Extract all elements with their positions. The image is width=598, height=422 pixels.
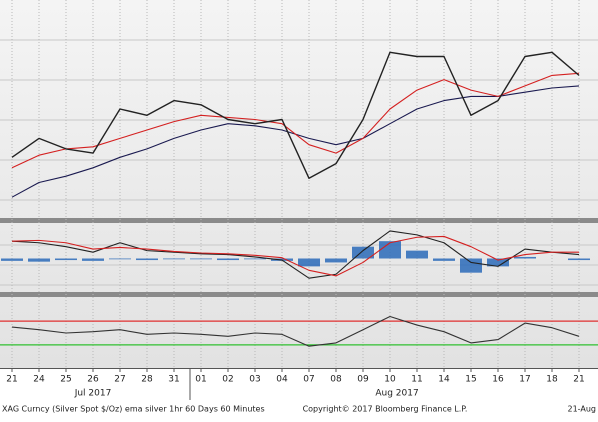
date-note: 21-Aug xyxy=(567,405,596,414)
series-line xyxy=(11,235,579,277)
panel-separator xyxy=(0,292,598,297)
histogram-bar xyxy=(1,258,23,261)
panel-separator xyxy=(0,218,598,223)
histogram-bar xyxy=(325,258,347,263)
source-note: XAG Curncy (Silver Spot $/Oz) ema silver… xyxy=(2,405,265,414)
x-tick-label: 21 xyxy=(6,375,17,385)
x-tick-label: 04 xyxy=(276,375,288,385)
x-tick-label: 09 xyxy=(357,375,369,385)
month-label: Jul 2017 xyxy=(74,389,112,399)
x-tick-label: 25 xyxy=(60,375,71,385)
series-line xyxy=(11,230,580,279)
histogram-bar xyxy=(487,258,509,267)
x-tick-label: 24 xyxy=(33,375,45,385)
x-tick-label: 28 xyxy=(141,375,153,385)
histogram-bar xyxy=(109,258,131,260)
histogram-bar xyxy=(28,258,50,262)
histogram-bar xyxy=(190,258,212,260)
x-tick-label: 16 xyxy=(492,375,504,385)
x-tick-label: 10 xyxy=(384,375,396,385)
x-tick-label: 21 xyxy=(573,375,584,385)
histogram-bar xyxy=(163,258,185,260)
x-axis xyxy=(0,368,598,369)
histogram-bar xyxy=(460,258,482,273)
histogram-bar xyxy=(298,258,320,267)
x-tick-label: 15 xyxy=(465,375,476,385)
histogram-bar xyxy=(217,258,239,261)
x-tick-label: 02 xyxy=(222,375,233,385)
x-tick-label: 01 xyxy=(195,375,206,385)
histogram-bar xyxy=(244,258,266,260)
horizontal-grid xyxy=(0,39,598,286)
x-tick-label: 31 xyxy=(168,375,179,385)
series-line xyxy=(11,315,580,347)
x-tick-label: 26 xyxy=(87,375,99,385)
x-tick-label: 03 xyxy=(249,375,260,385)
histogram-bar xyxy=(406,250,428,259)
histogram-bar xyxy=(55,258,77,261)
series-line xyxy=(11,72,580,169)
histogram-bar xyxy=(82,258,104,261)
plot-background xyxy=(0,0,598,368)
histogram-bar xyxy=(514,256,536,259)
x-tick-label: 18 xyxy=(546,375,558,385)
series-line xyxy=(11,51,580,179)
x-tick-label: 11 xyxy=(411,375,422,385)
histogram-bar xyxy=(379,241,401,259)
histogram-bar xyxy=(568,258,590,261)
month-label: Aug 2017 xyxy=(375,389,418,399)
histogram-bar xyxy=(136,258,158,261)
x-tick-label: 08 xyxy=(330,375,342,385)
histogram-bar xyxy=(352,246,374,259)
x-tick-label: 14 xyxy=(438,375,450,385)
x-tick-label: 27 xyxy=(114,375,125,385)
x-tick-label: 17 xyxy=(519,375,530,385)
copyright: Copyright© 2017 Bloomberg Finance L.P. xyxy=(303,405,468,414)
histogram-bar xyxy=(433,258,455,261)
x-tick-label: 07 xyxy=(303,375,314,385)
